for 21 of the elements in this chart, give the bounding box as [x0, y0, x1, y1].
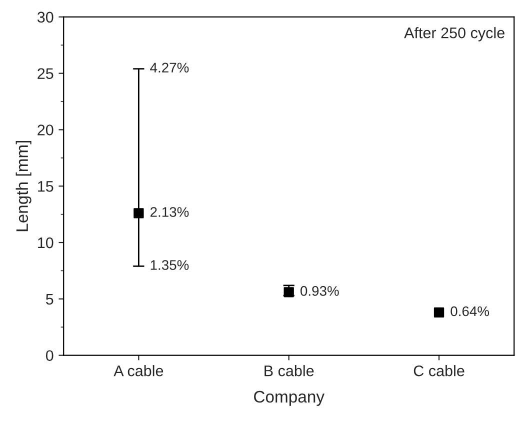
y-tick-label: 25: [38, 68, 54, 80]
annotation: 4.27%: [150, 62, 189, 72]
annotation: 0.64%: [450, 306, 490, 316]
annotation: 0.93%: [300, 286, 339, 296]
y-tick-label: 20: [38, 124, 54, 136]
point: [284, 287, 294, 298]
point: [434, 307, 444, 318]
annotation: After 250 cycle: [404, 27, 504, 42]
y-tick-label: 0: [46, 350, 54, 362]
annotation: 2.13%: [150, 207, 189, 217]
point: [134, 208, 144, 218]
y-tick-label: 5: [46, 294, 54, 305]
x-tick-label: B cable: [264, 365, 314, 376]
y-tick-label: 15: [38, 181, 54, 192]
y-tick-label: 10: [38, 237, 54, 248]
y-axis-title: Length [mm]: [16, 140, 32, 232]
x-axis-title: Company: [254, 390, 324, 406]
annotation: 1.35%: [150, 260, 189, 270]
x-tick-label: C cable: [414, 365, 464, 376]
y-tick-label: 30: [37, 12, 54, 23]
x-tick-label: A cable: [114, 365, 164, 376]
